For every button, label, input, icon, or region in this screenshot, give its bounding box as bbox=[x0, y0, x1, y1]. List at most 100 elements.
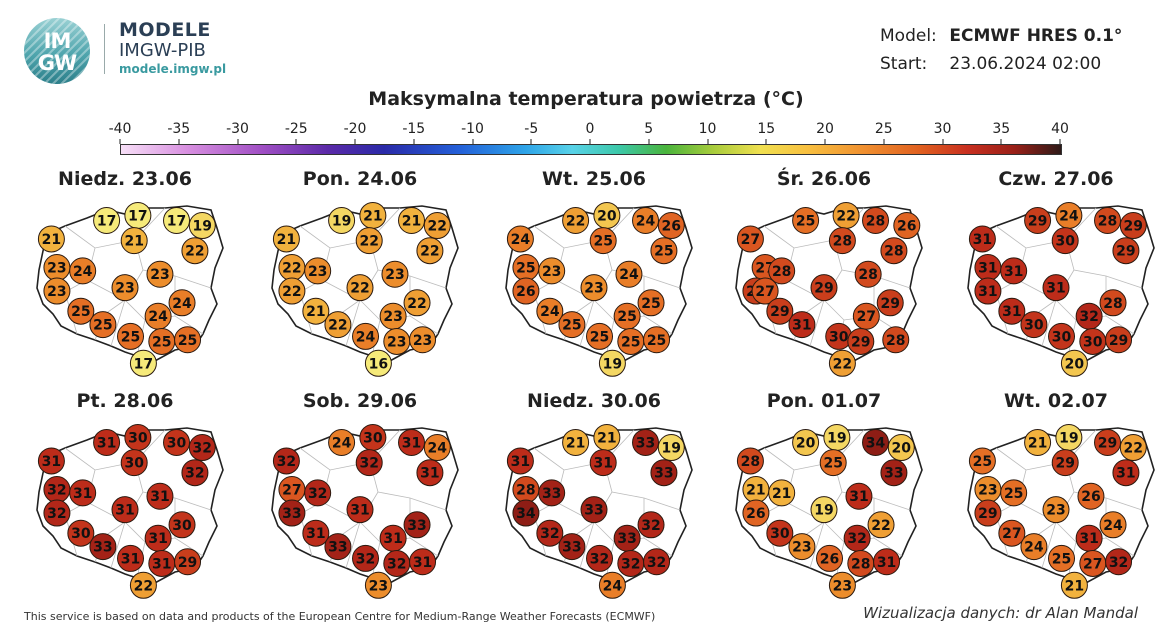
station-temperature: 17 bbox=[128, 208, 147, 224]
station-circle bbox=[346, 274, 374, 302]
station-circle bbox=[129, 349, 157, 377]
station-marker: 32 bbox=[843, 524, 871, 552]
station-marker: 31 bbox=[409, 548, 437, 576]
station-temperature: 29 bbox=[1055, 456, 1074, 472]
station-temperature: 25 bbox=[152, 334, 171, 350]
station-temperature: 25 bbox=[617, 309, 636, 325]
station-temperature: 23 bbox=[387, 334, 406, 350]
station-temperature: 27 bbox=[282, 483, 301, 499]
station-circle bbox=[643, 548, 671, 576]
station-circle bbox=[117, 544, 145, 572]
station-marker: 23 bbox=[364, 571, 392, 599]
station-circle bbox=[304, 479, 332, 507]
station-marker: 25 bbox=[558, 311, 586, 339]
station-temperature: 25 bbox=[1004, 486, 1023, 502]
colorbar-tick-label: 5 bbox=[644, 121, 654, 137]
station-circle bbox=[324, 311, 352, 339]
station-circle bbox=[1024, 206, 1052, 234]
colorbar-tick-mark bbox=[119, 139, 121, 144]
station-circle bbox=[1051, 227, 1079, 255]
station-circle bbox=[538, 479, 566, 507]
station-temperature: 23 bbox=[792, 540, 811, 556]
station-temperature: 23 bbox=[308, 264, 327, 280]
model-info: Model: ECMWF HRES 0.1° Start: 23.06.2024… bbox=[880, 22, 1122, 78]
station-circle bbox=[328, 206, 356, 234]
station-temperature: 32 bbox=[185, 466, 204, 482]
station-temperature: 25 bbox=[93, 318, 112, 334]
station-circle bbox=[867, 511, 895, 539]
station-circle bbox=[409, 326, 437, 354]
station-temperature: 31 bbox=[413, 555, 432, 571]
station-marker: 21 bbox=[1024, 428, 1052, 456]
station-marker: 32 bbox=[1075, 302, 1103, 330]
station-temperature: 21 bbox=[124, 234, 143, 250]
station-marker: 25 bbox=[89, 311, 117, 339]
station-circle bbox=[788, 311, 816, 339]
station-marker: 33 bbox=[880, 459, 908, 487]
station-circle bbox=[792, 206, 820, 234]
station-marker: 33 bbox=[580, 496, 608, 524]
station-circle bbox=[188, 434, 216, 462]
colorbar-tick-mark bbox=[707, 139, 708, 144]
station-circle bbox=[43, 277, 71, 305]
station-circle bbox=[1099, 511, 1127, 539]
colorbar-tick-mark bbox=[472, 139, 473, 144]
station-marker: 20 bbox=[792, 428, 820, 456]
station-temperature: 20 bbox=[796, 435, 816, 451]
station-marker: 17 bbox=[124, 201, 152, 229]
station-temperature: 28 bbox=[884, 244, 903, 260]
region-border bbox=[369, 461, 447, 511]
station-temperature: 22 bbox=[328, 318, 347, 334]
station-temperature: 32 bbox=[387, 556, 406, 572]
station-marker: 19 bbox=[823, 423, 851, 451]
station-temperature: 27 bbox=[1002, 526, 1021, 542]
station-temperature: 22 bbox=[134, 578, 153, 594]
station-circle bbox=[398, 428, 426, 456]
station-temperature: 19 bbox=[814, 503, 833, 519]
station-temperature: 22 bbox=[282, 284, 301, 300]
station-marker: 21 bbox=[742, 476, 770, 504]
station-marker: 25 bbox=[643, 326, 671, 354]
region-border bbox=[64, 207, 166, 249]
station-circle bbox=[355, 449, 383, 477]
station-marker: 24 bbox=[69, 257, 97, 285]
station-marker: 30 bbox=[163, 428, 191, 456]
station-circle bbox=[93, 428, 121, 456]
station-temperature: 26 bbox=[516, 284, 535, 300]
station-temperature: 31 bbox=[152, 556, 171, 572]
station-marker: 33 bbox=[538, 479, 566, 507]
station-marker: 32 bbox=[617, 549, 645, 577]
brand-url-link[interactable]: modele.imgw.pl bbox=[119, 62, 227, 76]
station-temperature: 33 bbox=[282, 506, 301, 522]
station-marker: 21 bbox=[562, 428, 590, 456]
station-circle bbox=[893, 212, 921, 240]
station-circle bbox=[168, 289, 196, 317]
station-temperature: 29 bbox=[770, 304, 789, 320]
colorbar-tick-label: -30 bbox=[226, 121, 249, 137]
station-circle bbox=[1000, 479, 1028, 507]
colorbar-tick-label: -10 bbox=[461, 121, 484, 137]
station-marker: 31 bbox=[1075, 524, 1103, 552]
station-temperature: 22 bbox=[350, 281, 369, 297]
model-value: ECMWF HRES 0.1° bbox=[949, 26, 1123, 46]
station-temperature: 32 bbox=[621, 556, 640, 572]
station-temperature: 33 bbox=[584, 503, 603, 519]
station-circle bbox=[828, 571, 856, 599]
station-marker: 32 bbox=[43, 499, 71, 527]
colorbar-tick-label: -5 bbox=[524, 121, 539, 137]
station-circle bbox=[278, 499, 306, 527]
station-marker: 19 bbox=[188, 212, 216, 240]
station-circle bbox=[974, 499, 1002, 527]
station-temperature: 31 bbox=[350, 503, 369, 519]
imgw-logo: IM GW bbox=[24, 18, 90, 84]
station-temperature: 17 bbox=[97, 213, 116, 229]
station-circle bbox=[272, 225, 300, 253]
station-marker: 28 bbox=[736, 447, 764, 475]
station-circle bbox=[328, 428, 356, 456]
station-marker: 31 bbox=[589, 449, 617, 477]
station-temperature: 33 bbox=[407, 518, 426, 534]
station-temperature: 22 bbox=[1124, 441, 1143, 457]
